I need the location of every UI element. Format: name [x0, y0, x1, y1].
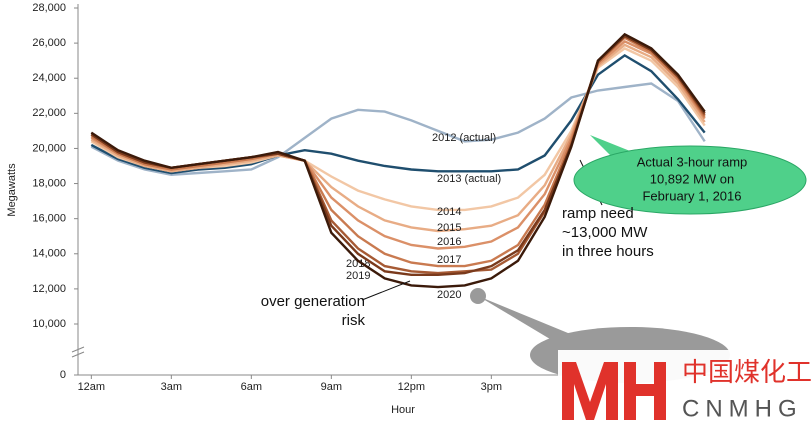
logo-h — [624, 362, 666, 420]
annotation: ramp need — [562, 205, 634, 222]
y-axis-label: Megawatts — [6, 163, 18, 217]
annotation: in three hours — [562, 243, 654, 260]
x-tick-label: 12am — [78, 381, 106, 393]
y-tick-label: 24,000 — [32, 72, 66, 84]
annotation: ~13,000 MW — [562, 224, 648, 241]
y-tick-label: 10,000 — [32, 318, 66, 330]
plot: 0 10,000 12,000 14,000 16,000 18,000 20,000 22,… — [32, 2, 706, 393]
callout-dot — [470, 288, 486, 304]
callout — [573, 145, 807, 215]
series-line — [90, 53, 706, 175]
y-tick-label: 20,000 — [32, 142, 66, 154]
series-label: 2018 — [346, 258, 370, 270]
x-axis-label: Hour — [391, 404, 415, 416]
y-tick-label: 22,000 — [32, 107, 66, 119]
y-tick-label: 26,000 — [32, 37, 66, 49]
annotations: over generation risk ramp need ~13,000 MW in… — [261, 135, 807, 383]
x-tick-label: 12pm — [398, 381, 426, 393]
series-label: 2019 — [346, 270, 370, 282]
callout-pointer — [478, 296, 585, 345]
series-label: 2014 — [437, 206, 461, 218]
series-label: 2012 (actual) — [432, 132, 496, 144]
y-tick-label: 14,000 — [32, 248, 66, 260]
x-tick-label: 3pm — [481, 381, 502, 393]
annotation: 10,892 MW on — [650, 171, 735, 186]
pointer — [361, 280, 411, 301]
x-tick-label: 9am — [321, 381, 342, 393]
watermark: 中国煤化工 CNMHG — [558, 350, 812, 431]
series-line — [90, 82, 706, 177]
series-label: 2013 (actual) — [437, 173, 501, 185]
watermark-latin: CNMHG — [682, 395, 803, 422]
annotation: Actual 3-hour ramp — [637, 154, 748, 169]
series-line — [90, 32, 706, 289]
watermark-chinese: 中国煤化工 — [682, 357, 812, 387]
x-tick-label: 3am — [161, 381, 182, 393]
series-line — [90, 43, 706, 233]
series-label: 2017 — [437, 254, 461, 266]
axis-break — [71, 346, 85, 358]
y-tick-label: 28,000 — [32, 2, 66, 14]
y-tick-label: 12,000 — [32, 283, 66, 295]
x-tick-label: 6am — [241, 381, 262, 393]
annotation: risk — [342, 312, 366, 329]
y-tick-label: 18,000 — [32, 177, 66, 189]
series-label: 2016 — [437, 236, 461, 248]
y-tick-label: 0 — [60, 369, 66, 381]
y-tick-label: 16,000 — [32, 213, 66, 225]
annotation: February 1, 2016 — [642, 188, 741, 203]
logo-m — [562, 362, 618, 420]
series-label: 2015 — [437, 222, 461, 234]
annotation: over generation — [261, 293, 365, 310]
series-label: 2020 — [437, 289, 461, 301]
